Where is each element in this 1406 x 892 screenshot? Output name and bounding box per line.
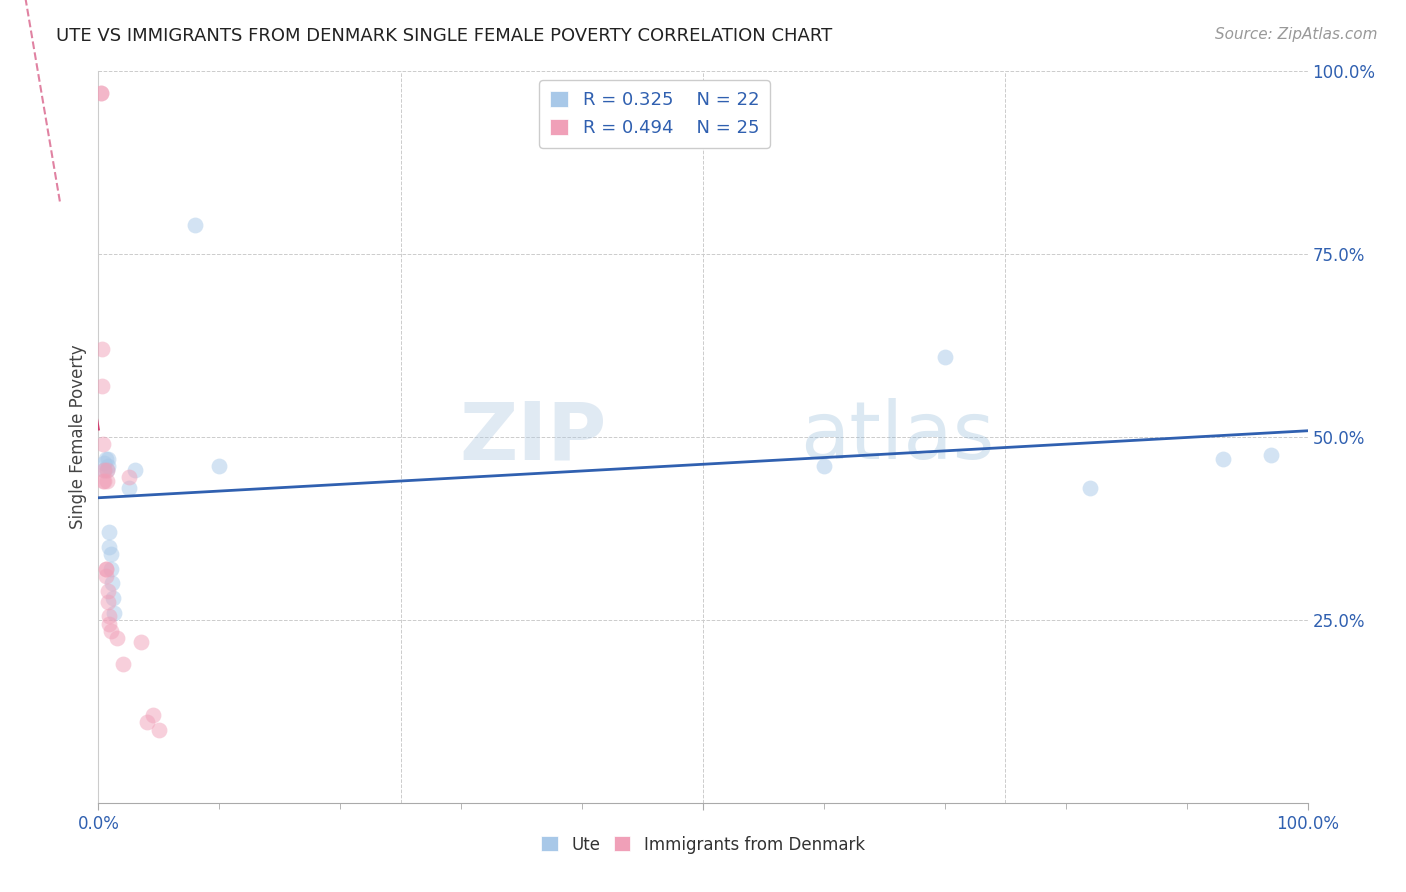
Point bbox=[94, 562, 117, 576]
Point bbox=[93, 456, 115, 470]
Legend: Ute, Immigrants from Denmark: Ute, Immigrants from Denmark bbox=[534, 829, 872, 860]
Point bbox=[93, 474, 115, 488]
Y-axis label: Single Female Poverty: Single Female Poverty bbox=[69, 345, 87, 529]
Point bbox=[98, 540, 121, 554]
Point bbox=[1212, 452, 1234, 467]
Point bbox=[118, 470, 141, 484]
Point bbox=[96, 474, 118, 488]
Point bbox=[90, 87, 112, 101]
Point bbox=[129, 635, 152, 649]
Point bbox=[118, 481, 141, 495]
Point bbox=[98, 616, 121, 631]
Point bbox=[148, 723, 170, 737]
Point bbox=[813, 459, 835, 474]
Point bbox=[101, 591, 124, 605]
Point bbox=[103, 606, 125, 620]
Point bbox=[142, 708, 165, 723]
Point bbox=[98, 609, 121, 624]
Point bbox=[135, 715, 157, 730]
Point bbox=[96, 463, 118, 477]
Point bbox=[100, 547, 122, 561]
Point bbox=[91, 343, 114, 357]
Point bbox=[100, 562, 122, 576]
Text: atlas: atlas bbox=[800, 398, 994, 476]
Point bbox=[93, 463, 115, 477]
Point bbox=[94, 452, 117, 467]
Point bbox=[90, 87, 112, 101]
Point bbox=[1260, 448, 1282, 462]
Point bbox=[124, 463, 146, 477]
Point bbox=[91, 474, 114, 488]
Text: ZIP: ZIP bbox=[458, 398, 606, 476]
Point bbox=[97, 452, 120, 467]
Point bbox=[100, 576, 122, 591]
Point bbox=[96, 463, 118, 477]
Point bbox=[100, 624, 122, 638]
Point bbox=[184, 218, 207, 232]
Point bbox=[91, 437, 114, 451]
Point bbox=[97, 583, 120, 598]
Point bbox=[93, 463, 115, 477]
Point bbox=[97, 459, 120, 474]
Point bbox=[94, 569, 117, 583]
Point bbox=[111, 657, 134, 671]
Point bbox=[98, 525, 121, 540]
Point bbox=[208, 459, 231, 474]
Point bbox=[91, 379, 114, 393]
Text: UTE VS IMMIGRANTS FROM DENMARK SINGLE FEMALE POVERTY CORRELATION CHART: UTE VS IMMIGRANTS FROM DENMARK SINGLE FE… bbox=[56, 27, 832, 45]
Point bbox=[94, 562, 117, 576]
Point bbox=[934, 350, 956, 364]
Text: Source: ZipAtlas.com: Source: ZipAtlas.com bbox=[1215, 27, 1378, 42]
Point bbox=[1078, 481, 1101, 495]
Point bbox=[105, 632, 128, 646]
Point bbox=[97, 594, 120, 608]
